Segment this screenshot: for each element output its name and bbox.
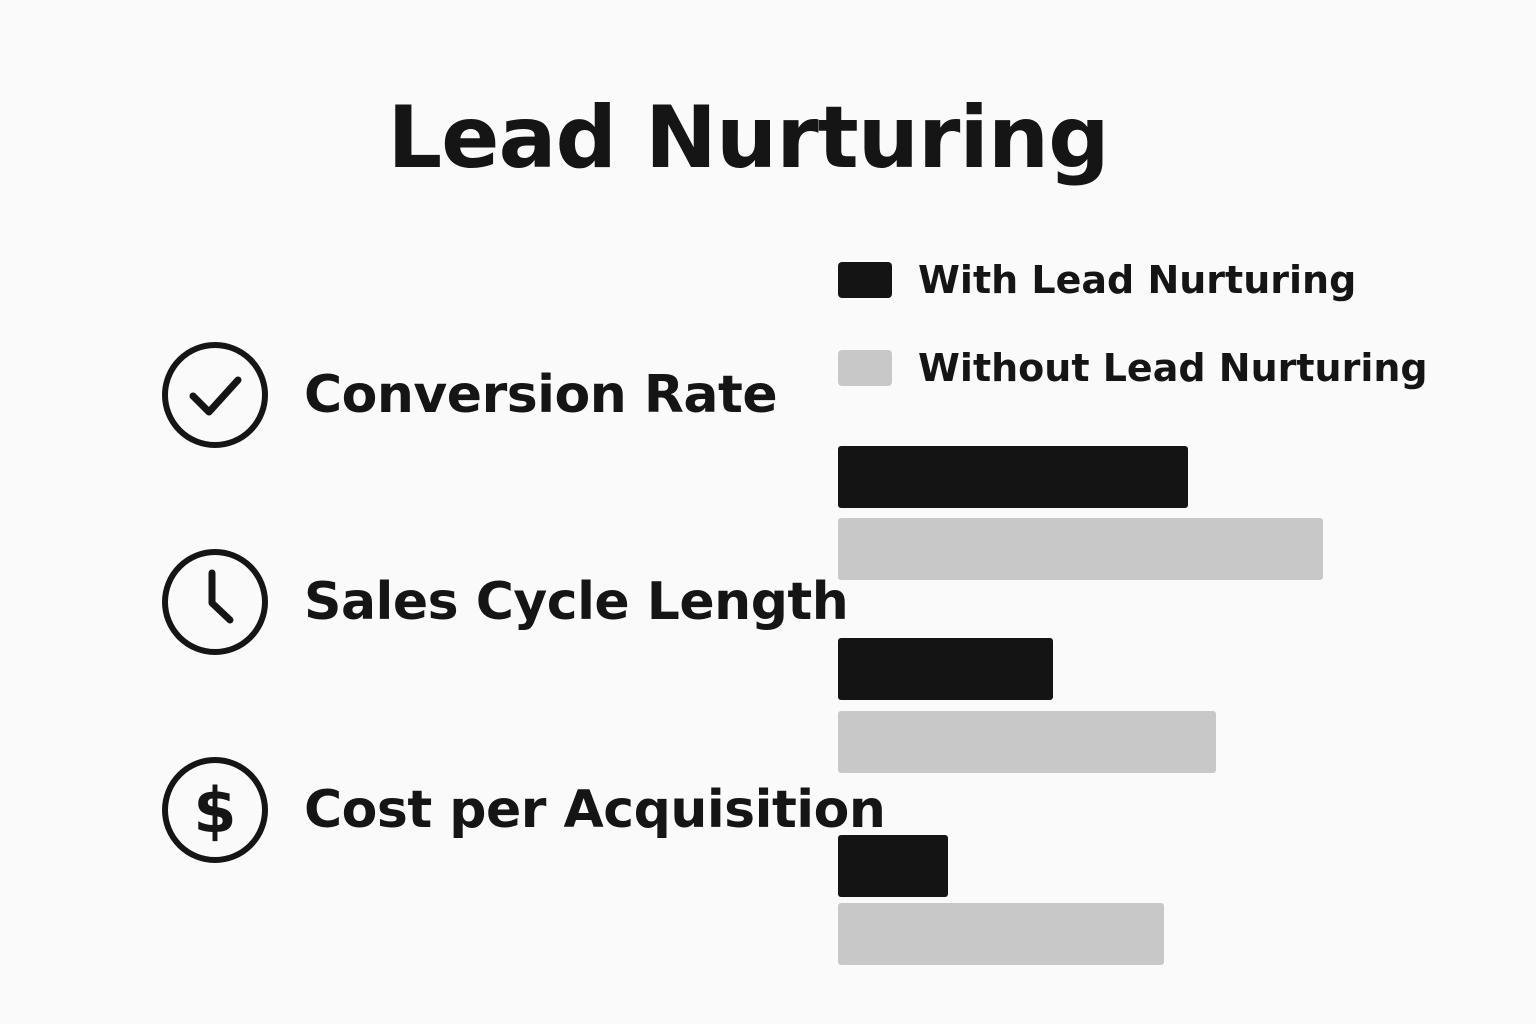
bar-cost-per-acquisition-with [838, 835, 948, 897]
check-circle-icon [162, 342, 268, 448]
legend-item-without: Without Lead Nurturing [838, 346, 1428, 390]
bar-sales-cycle-length-without [838, 711, 1216, 773]
clock-icon [162, 549, 268, 655]
bar-sales-cycle-length-with [838, 638, 1053, 700]
metric-label-sales-cycle-length: Sales Cycle Length [304, 572, 849, 632]
metric-label-conversion-rate: Conversion Rate [304, 365, 778, 425]
bar-conversion-rate-without [838, 518, 1323, 580]
bar-cost-per-acquisition-without [838, 903, 1164, 965]
metric-cost-per-acquisition: $ Cost per Acquisition [160, 755, 886, 865]
legend-swatch-with [838, 262, 892, 298]
bar-conversion-rate-with [838, 446, 1188, 508]
legend-label-with: With Lead Nurturing [918, 258, 1357, 302]
legend-label-without: Without Lead Nurturing [918, 346, 1428, 390]
dollar-circle-icon: $ [162, 757, 268, 863]
legend-swatch-without [838, 350, 892, 386]
chart-title: Lead Nurturing [387, 88, 1109, 188]
metric-sales-cycle-length: Sales Cycle Length [160, 547, 849, 657]
legend-item-with: With Lead Nurturing [838, 258, 1357, 302]
metric-label-cost-per-acquisition: Cost per Acquisition [304, 780, 886, 840]
metric-conversion-rate: Conversion Rate [160, 340, 778, 450]
svg-text:$: $ [193, 774, 236, 847]
